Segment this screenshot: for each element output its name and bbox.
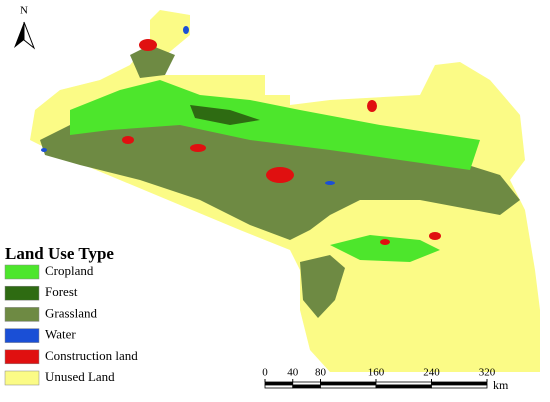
legend-swatch bbox=[4, 285, 40, 301]
scale-segment bbox=[375, 381, 432, 386]
legend-swatch bbox=[4, 328, 40, 343]
scale-tick-label: 80 bbox=[315, 367, 327, 379]
water-spot bbox=[325, 181, 335, 185]
legend-label: Grassland bbox=[45, 305, 97, 320]
water-spot bbox=[183, 26, 189, 34]
scale-segment bbox=[320, 381, 377, 386]
construction-spot bbox=[380, 239, 390, 245]
legend-swatch bbox=[4, 370, 40, 386]
scale-tick-label: 240 bbox=[423, 367, 440, 379]
construction-spot bbox=[429, 232, 441, 240]
scale-unit: km bbox=[493, 378, 509, 392]
legend-label: Forest bbox=[45, 284, 78, 299]
scale-segment bbox=[264, 384, 294, 389]
scale-segment bbox=[264, 381, 294, 386]
cropland-region bbox=[330, 235, 440, 262]
construction-spot bbox=[139, 39, 157, 51]
scale-segment bbox=[431, 384, 488, 389]
scale-segment bbox=[375, 384, 432, 389]
legend-swatch bbox=[4, 307, 40, 322]
north-arrow: N bbox=[14, 5, 36, 50]
legend-label: Construction land bbox=[45, 348, 138, 363]
scale-tick-label: 320 bbox=[479, 367, 496, 379]
forest-region bbox=[190, 105, 260, 125]
legend-swatch bbox=[4, 349, 40, 365]
cropland-region bbox=[70, 80, 480, 170]
scale-segment bbox=[292, 384, 321, 389]
north-label: N bbox=[20, 5, 28, 17]
construction-spot bbox=[122, 136, 134, 144]
grassland-region bbox=[130, 45, 175, 78]
construction-spot bbox=[367, 100, 377, 112]
construction-spot bbox=[190, 144, 206, 152]
legend-swatch bbox=[4, 264, 40, 280]
legend-label: Unused Land bbox=[45, 369, 115, 384]
legend: Cropland Forest Grassland Water Construction… bbox=[4, 263, 138, 386]
north-arrow-right bbox=[23, 21, 36, 50]
legend-title: Land Use Type bbox=[5, 244, 114, 263]
north-arrow-left bbox=[14, 22, 24, 48]
map-area bbox=[30, 10, 540, 372]
scale-segment bbox=[431, 381, 488, 386]
water-spot bbox=[41, 148, 47, 152]
legend-label: Water bbox=[45, 327, 76, 342]
grassland-region bbox=[300, 255, 345, 318]
construction-spot bbox=[266, 167, 294, 183]
scale-tick-label: 0 bbox=[262, 367, 268, 379]
scale-tick-label: 160 bbox=[368, 367, 385, 379]
scale-segment bbox=[292, 381, 321, 386]
scale-segment bbox=[320, 384, 377, 389]
legend-label: Cropland bbox=[45, 263, 94, 278]
scale-tick-label: 40 bbox=[287, 367, 299, 379]
